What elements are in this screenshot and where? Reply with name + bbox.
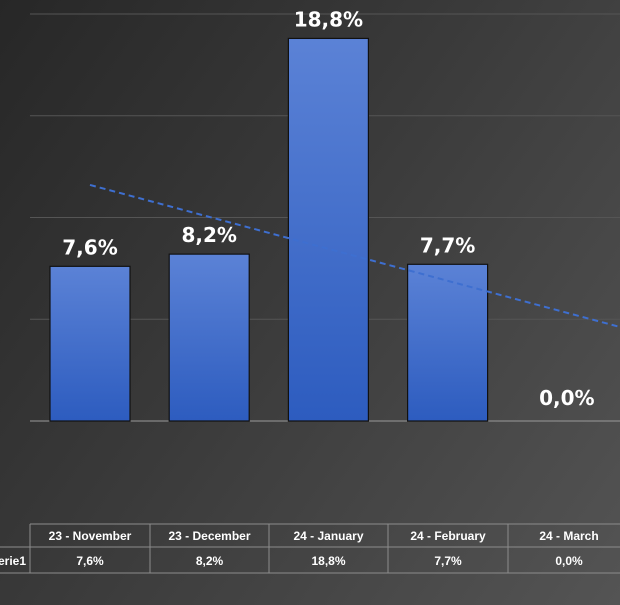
table-category-label: 24 - March xyxy=(539,529,598,543)
table-category-label: 24 - February xyxy=(410,529,486,543)
trendline-line xyxy=(89,183,620,328)
data-label: 7,7% xyxy=(420,233,475,257)
table-category-label: 24 - January xyxy=(293,529,363,543)
bar xyxy=(287,37,369,422)
data-label: 0,0% xyxy=(539,386,594,410)
table-category-label: 23 - December xyxy=(168,529,250,543)
table-value: 0,0% xyxy=(555,554,583,568)
data-label: 8,2% xyxy=(181,223,236,247)
trendline xyxy=(89,183,620,328)
bars xyxy=(49,37,489,422)
data-label: 18,8% xyxy=(294,7,363,31)
table-value: 7,7% xyxy=(434,554,462,568)
data-table: Serie1 23 - November 7,6% 23 - December 8,2%… xyxy=(0,523,620,574)
table-value: 7,6% xyxy=(76,554,104,568)
table-series-name: Serie1 xyxy=(0,554,26,568)
data-label: 7,6% xyxy=(62,235,117,259)
bar xyxy=(407,263,489,422)
table-value: 8,2% xyxy=(196,554,224,568)
bar xyxy=(168,253,250,422)
data-labels: 7,6% 8,2% 18,8% 7,7% 0,0% xyxy=(62,7,594,410)
table-value: 18,8% xyxy=(311,554,345,568)
table-category-label: 23 - November xyxy=(49,529,132,543)
bar xyxy=(49,265,131,422)
